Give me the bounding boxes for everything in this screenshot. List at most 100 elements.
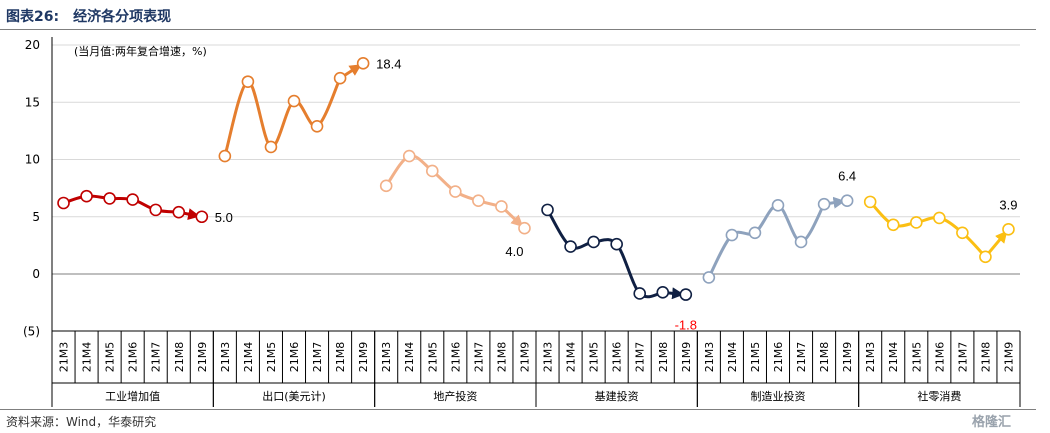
data-point [933,211,946,225]
data-point [725,228,739,242]
series-line [546,208,665,299]
x-tick-label: 21M9 [357,342,370,373]
data-point [679,288,693,301]
x-tick-label: 21M5 [749,342,762,373]
x-tick-label: 21M3 [380,342,393,373]
series-line [868,200,987,259]
data-point [909,216,923,229]
x-tick-label: 21M9 [1002,342,1015,373]
chart-grid [52,44,1020,275]
data-point [126,193,139,206]
x-tick-label: 21M6 [933,342,946,373]
y-tick-label: 20 [25,38,40,52]
x-tick-label: 21M9 [518,342,531,373]
x-tick-label: 21M6 [449,342,462,373]
data-point [587,235,600,249]
data-point [379,179,393,193]
x-tick-label: 21M6 [611,342,624,373]
y-tick-label: 0 [32,267,40,281]
group-label: 制造业投资 [751,389,806,403]
data-point [241,75,255,88]
data-point [80,189,93,203]
data-label: 4.0 [505,244,523,259]
data-point [564,240,577,253]
data-point [195,210,209,224]
x-tick-label: 21M3 [219,342,232,373]
data-label: 18.4 [376,56,401,71]
x-tick-label: 21M5 [588,342,601,373]
x-tick-label: 21M9 [196,342,209,373]
data-point [633,287,647,300]
x-tick-label: 21M4 [887,342,900,373]
data-point [748,226,762,240]
watermark-logo: 格隆汇 [972,415,1012,430]
data-label: 3.9 [999,197,1017,212]
unit-note: (当月值:两年复合增速，%) [74,44,207,58]
group-label: 工业增加值 [105,389,160,403]
data-point [264,140,278,154]
x-tick-label: 21M7 [472,342,485,373]
x-tick-label: 21M7 [634,342,647,373]
data-point [956,226,969,240]
data-point [771,199,785,212]
x-tick-label: 21M3 [542,342,555,373]
x-tick-label: 21M3 [58,342,71,373]
y-tick-label: 15 [25,95,40,109]
x-tick-label: 21M8 [173,342,186,373]
data-point [863,195,877,209]
data-point [356,57,370,70]
data-point [333,71,347,85]
x-tick-label: 21M8 [979,342,992,373]
data-point [610,237,623,251]
x-tick-label: 21M8 [334,342,347,373]
x-tick-label: 21M3 [864,342,877,373]
group-label: 社零消费 [917,389,961,403]
data-point [472,194,485,208]
data-point [817,197,831,211]
x-tick-label: 21M5 [265,342,278,373]
group-label: 基建投资 [595,389,639,403]
data-point [656,286,670,299]
chart-title: 图表26: 经济各分项表现 [6,9,172,25]
y-axis: 20 15 10 5 0 (5) [23,37,53,407]
group-label: 地产投资 [433,389,477,403]
series-line [223,76,342,158]
data-point [541,203,554,217]
chart-series: 5.0 18.4 4.0 -1.8 6.4 3.9 [57,56,1018,333]
x-tick-label: 21M5 [104,342,117,373]
x-tick-label: 21M5 [426,342,439,373]
data-label: 6.4 [838,169,856,184]
x-tick-label: 21M6 [127,342,140,373]
chart-canvas: 20 15 10 5 0 (5) (当月值:两年复合增速，%) 5.0 18.4 4.0 -1.… [23,37,1021,407]
x-tick-label: 21M6 [288,342,301,373]
x-tick-label: 21M4 [403,342,416,373]
x-axis: 21M3 21M4 21M5 21M6 21M7 21M8 21M9 工业增加值 21M3 21M… [51,330,1021,407]
data-point [218,149,232,163]
data-point [1002,223,1015,236]
x-tick-label: 21M9 [841,342,854,373]
x-tick-label: 21M8 [818,342,831,373]
data-point [495,200,508,213]
data-point [702,271,716,284]
data-point [425,164,439,178]
data-point [840,194,854,208]
data-point [979,250,992,264]
x-tick-label: 21M8 [495,342,508,373]
y-tick-label: (5) [23,324,40,338]
data-point [310,119,324,133]
data-point [449,185,462,198]
data-point [886,218,900,232]
data-point [172,205,186,219]
x-tick-label: 21M5 [910,342,923,373]
data-label: 5.0 [215,210,233,225]
x-tick-label: 21M7 [795,342,808,373]
x-tick-label: 21M4 [81,342,94,373]
x-tick-label: 21M8 [657,342,670,373]
x-tick-label: 21M9 [680,342,693,373]
data-label: -1.8 [675,318,697,333]
title-divider [0,29,1036,30]
source-note: 资料来源：Wind，华泰研究 [6,415,157,429]
data-point [402,149,416,163]
x-tick-label: 21M6 [772,342,785,373]
data-point [57,196,70,210]
